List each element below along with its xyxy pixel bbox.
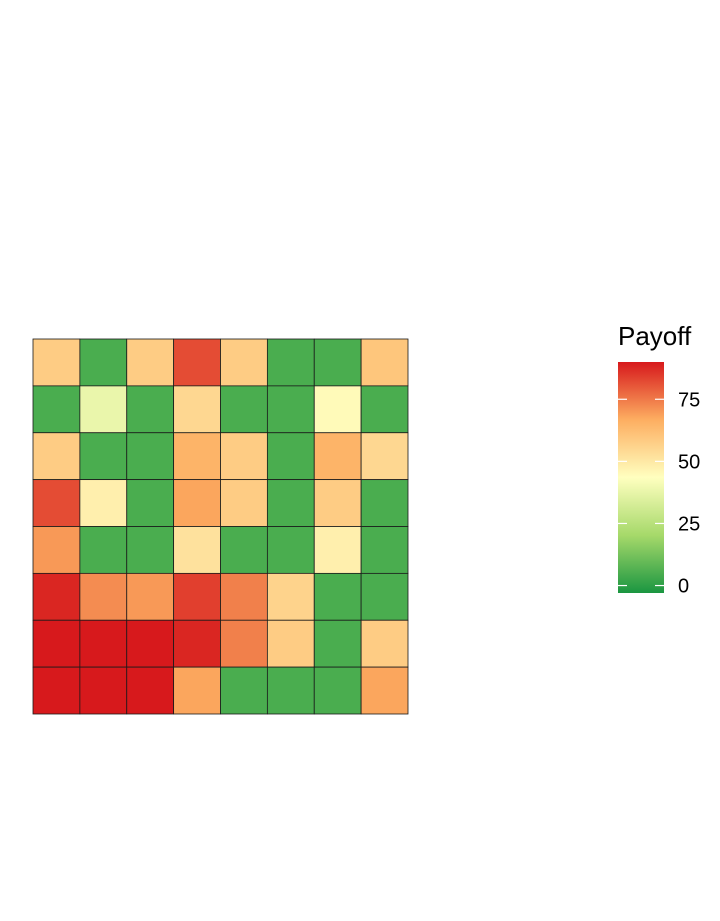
heatmap-cell: [360, 572, 409, 621]
heatmap-cell: [220, 666, 268, 715]
heatmap-cell: [32, 338, 81, 387]
heatmap-cell: [79, 432, 128, 481]
legend-tick-label: 0: [678, 576, 689, 598]
heatmap-cell: [313, 666, 362, 715]
heatmap-cell: [313, 479, 362, 527]
heatmap-cell: [32, 432, 81, 481]
legend-title: Payoff: [618, 321, 692, 351]
heatmap-cell: [126, 572, 175, 621]
heatmap-cell: [313, 432, 362, 481]
heatmap-cell: [173, 338, 221, 387]
heatmap-cell: [173, 432, 221, 481]
heatmap-cell: [360, 619, 409, 668]
heatmap-cell: [79, 526, 128, 574]
heatmap-cell: [79, 666, 128, 715]
heatmap-cell: [266, 338, 315, 387]
heatmap-cell: [220, 572, 268, 621]
legend-tick-label: 75: [678, 389, 700, 411]
heatmap-cell: [360, 338, 409, 387]
heatmap-cell: [173, 572, 221, 621]
heatmap-cell: [173, 666, 221, 715]
heatmap-cell: [126, 385, 175, 434]
heatmap-cell: [173, 385, 221, 434]
heatmap-cell: [313, 619, 362, 668]
heatmap-cell: [220, 526, 268, 574]
heatmap-cell: [173, 526, 221, 574]
heatmap-cell: [313, 572, 362, 621]
heatmap-cell: [360, 479, 409, 527]
heatmap-cell: [32, 479, 81, 527]
legend-ticks: 0 25 50 75: [618, 389, 700, 598]
heatmap-cell: [79, 619, 128, 668]
legend-colorbar: [618, 362, 664, 593]
heatmap-cell: [220, 338, 268, 387]
heatmap-cell: [126, 479, 175, 527]
heatmap-cell: [360, 666, 409, 715]
heatmap-cell: [79, 572, 128, 621]
heatmap-cell: [360, 526, 409, 574]
heatmap-cell: [126, 526, 175, 574]
legend-tick-label: 25: [678, 513, 700, 535]
heatmap-cell: [220, 432, 268, 481]
heatmap-cell: [313, 526, 362, 574]
heatmap-cell: [266, 572, 315, 621]
heatmap-cell: [266, 526, 315, 574]
heatmap-cell: [313, 338, 362, 387]
heatmap-cell: [126, 619, 175, 668]
heatmap-cell: [220, 385, 268, 434]
heatmap-cell: [79, 479, 128, 527]
color-legend: Payoff 0 25 50 75: [618, 321, 700, 598]
heatmap-cell: [32, 385, 81, 434]
heatmap-cell: [126, 666, 175, 715]
heatmap-cell: [126, 338, 175, 387]
heatmap-cell: [32, 619, 81, 668]
heatmap-cell: [266, 479, 315, 527]
heatmap-cell: [173, 619, 221, 668]
heatmap-cell: [266, 619, 315, 668]
heatmap-cell: [360, 385, 409, 434]
heatmap-cell: [173, 479, 221, 527]
heatmap-cell: [126, 432, 175, 481]
heatmap-cell: [32, 526, 81, 574]
heatmap-cell: [266, 666, 315, 715]
heatmap-cell: [360, 432, 409, 481]
heatmap-cell: [32, 666, 81, 715]
heatmap-cell: [266, 432, 315, 481]
heatmap-cell: [79, 338, 128, 387]
heatmap-cell: [313, 385, 362, 434]
heatmap-cell: [220, 479, 268, 527]
heatmap-cells: [32, 338, 409, 715]
heatmap-cell: [220, 619, 268, 668]
heatmap-cell: [32, 572, 81, 621]
legend-tick-label: 50: [678, 451, 700, 473]
heatmap-cell: [79, 385, 128, 434]
heatmap-cell: [266, 385, 315, 434]
